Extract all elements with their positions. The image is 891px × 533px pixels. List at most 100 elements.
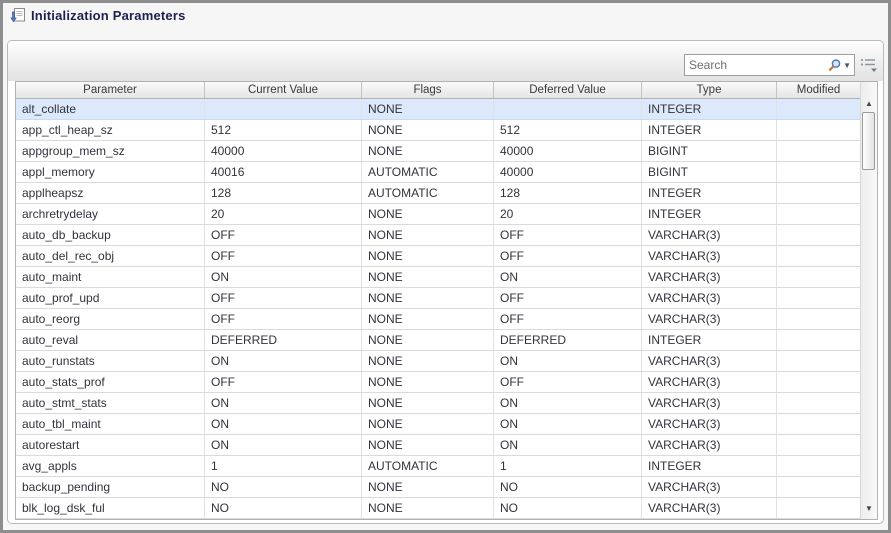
search-options-caret[interactable]: ▼ [843, 60, 851, 70]
table-row[interactable]: auto_tbl_maint ON NONE ON VARCHAR(3) [16, 414, 860, 435]
table-cell [777, 204, 860, 224]
table-row[interactable]: applheapsz 128 AUTOMATIC 128 INTEGER [16, 183, 860, 204]
search-input[interactable] [685, 58, 828, 72]
column-header-modified[interactable]: Modified [796, 84, 841, 96]
table-cell [777, 288, 860, 308]
parameters-icon [10, 7, 26, 23]
table-cell [205, 99, 362, 119]
table-row[interactable]: autorestart ON NONE ON VARCHAR(3) [16, 435, 860, 456]
table-row[interactable]: auto_prof_upd OFF NONE OFF VARCHAR(3) [16, 288, 860, 309]
scroll-down-icon[interactable]: ▼ [865, 504, 873, 513]
table-cell: OFF [205, 309, 362, 329]
column-header-parameter[interactable]: Parameter [16, 82, 205, 98]
table-row[interactable]: alt_collate NONE INTEGER [16, 99, 860, 120]
table-cell: VARCHAR(3) [642, 309, 777, 329]
column-header-current-value[interactable]: Current Value [205, 82, 362, 98]
table-cell: OFF [494, 225, 642, 245]
table-cell: archretrydelay [16, 204, 205, 224]
table-cell: NONE [362, 351, 494, 371]
table-cell: INTEGER [642, 183, 777, 203]
table-cell: auto_prof_upd [16, 288, 205, 308]
table-cell [777, 141, 860, 161]
table-cell: 40000 [494, 141, 642, 161]
table-cell: BIGINT [642, 162, 777, 182]
table-cell [777, 498, 860, 518]
table-cell: auto_del_rec_obj [16, 246, 205, 266]
table-cell: NONE [362, 414, 494, 434]
table-cell: OFF [205, 246, 362, 266]
search-icon[interactable]: ▼ [827, 58, 854, 73]
table-cell: OFF [205, 225, 362, 245]
table-cell [777, 309, 860, 329]
column-header-deferred-value[interactable]: Deferred Value [494, 82, 642, 98]
table-row[interactable]: app_ctl_heap_sz 512 NONE 512 INTEGER [16, 120, 860, 141]
table-cell [777, 162, 860, 182]
table-cell: NONE [362, 498, 494, 518]
table-header-row: Parameter Current Value Flags Deferred V… [16, 82, 860, 99]
table-row[interactable]: auto_reorg OFF NONE OFF VARCHAR(3) [16, 309, 860, 330]
table-cell: VARCHAR(3) [642, 225, 777, 245]
table-cell: backup_pending [16, 477, 205, 497]
search-box[interactable]: ▼ [684, 54, 855, 76]
table-cell: auto_reval [16, 330, 205, 350]
table-body: alt_collate NONE INTEGER app_ctl_heap_sz 512… [16, 99, 860, 519]
table-row[interactable]: appgroup_mem_sz 40000 NONE 40000 BIGINT [16, 141, 860, 162]
table-cell: OFF [494, 246, 642, 266]
table-cell: AUTOMATIC [362, 456, 494, 476]
table-cell: 40016 [205, 162, 362, 182]
table-cell: INTEGER [642, 204, 777, 224]
table-cell: ON [494, 393, 642, 413]
table-cell: VARCHAR(3) [642, 246, 777, 266]
table-cell: 512 [494, 120, 642, 140]
table-cell: DEFERRED [205, 330, 362, 350]
table-row[interactable]: auto_reval DEFERRED NONE DEFERRED INTEGER [16, 330, 860, 351]
column-header-type[interactable]: Type [642, 82, 777, 98]
table-cell: DEFERRED [494, 330, 642, 350]
table-row[interactable]: auto_maint ON NONE ON VARCHAR(3) [16, 267, 860, 288]
table-cell [777, 393, 860, 413]
table-row[interactable]: appl_memory 40016 AUTOMATIC 40000 BIGINT [16, 162, 860, 183]
table-cell: ON [205, 267, 362, 287]
table-cell: auto_stmt_stats [16, 393, 205, 413]
table-cell: avg_appls [16, 456, 205, 476]
table-cell: OFF [494, 288, 642, 308]
scrollbar-thumb[interactable] [862, 112, 875, 170]
table-cell: auto_stats_prof [16, 372, 205, 392]
table-cell: VARCHAR(3) [642, 393, 777, 413]
table-cell: ON [494, 414, 642, 434]
table-cell [777, 435, 860, 455]
table-cell: auto_db_backup [16, 225, 205, 245]
table-cell: INTEGER [642, 99, 777, 119]
scroll-up-icon[interactable]: ▲ [865, 99, 873, 108]
table-cell: NO [494, 477, 642, 497]
table-row[interactable]: auto_db_backup OFF NONE OFF VARCHAR(3) [16, 225, 860, 246]
table-cell [777, 267, 860, 287]
table-cell: appl_memory [16, 162, 205, 182]
table-cell: INTEGER [642, 456, 777, 476]
table-cell: NONE [362, 309, 494, 329]
table-cell: NONE [362, 120, 494, 140]
table-cell: ON [205, 414, 362, 434]
table-row[interactable]: auto_stmt_stats ON NONE ON VARCHAR(3) [16, 393, 860, 414]
table-row[interactable]: backup_pending NO NONE NO VARCHAR(3) [16, 477, 860, 498]
table-cell: 1 [494, 456, 642, 476]
table-row[interactable]: auto_runstats ON NONE ON VARCHAR(3) [16, 351, 860, 372]
table-row[interactable]: auto_stats_prof OFF NONE OFF VARCHAR(3) [16, 372, 860, 393]
table-cell: OFF [205, 288, 362, 308]
table-row[interactable]: avg_appls 1 AUTOMATIC 1 INTEGER [16, 456, 860, 477]
view-menu-icon[interactable] [859, 57, 879, 73]
table-cell: BIGINT [642, 141, 777, 161]
table-row[interactable]: blk_log_dsk_ful NO NONE NO VARCHAR(3) [16, 498, 860, 519]
table-cell: INTEGER [642, 120, 777, 140]
table-row[interactable]: archretrydelay 20 NONE 20 INTEGER [16, 204, 860, 225]
column-header-flags[interactable]: Flags [362, 82, 494, 98]
table-cell: ON [494, 267, 642, 287]
table-cell [494, 99, 642, 119]
table-cell: OFF [205, 372, 362, 392]
table-row[interactable]: auto_del_rec_obj OFF NONE OFF VARCHAR(3) [16, 246, 860, 267]
table-cell: NONE [362, 267, 494, 287]
table-cell: VARCHAR(3) [642, 351, 777, 371]
table-cell: blk_log_dsk_ful [16, 498, 205, 518]
vertical-scrollbar[interactable]: ▲ ▼ [860, 82, 877, 519]
